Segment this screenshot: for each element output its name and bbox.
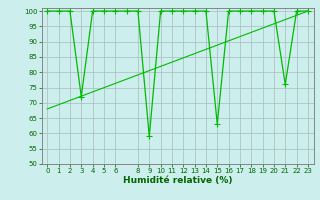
X-axis label: Humidité relative (%): Humidité relative (%) [123,176,232,185]
